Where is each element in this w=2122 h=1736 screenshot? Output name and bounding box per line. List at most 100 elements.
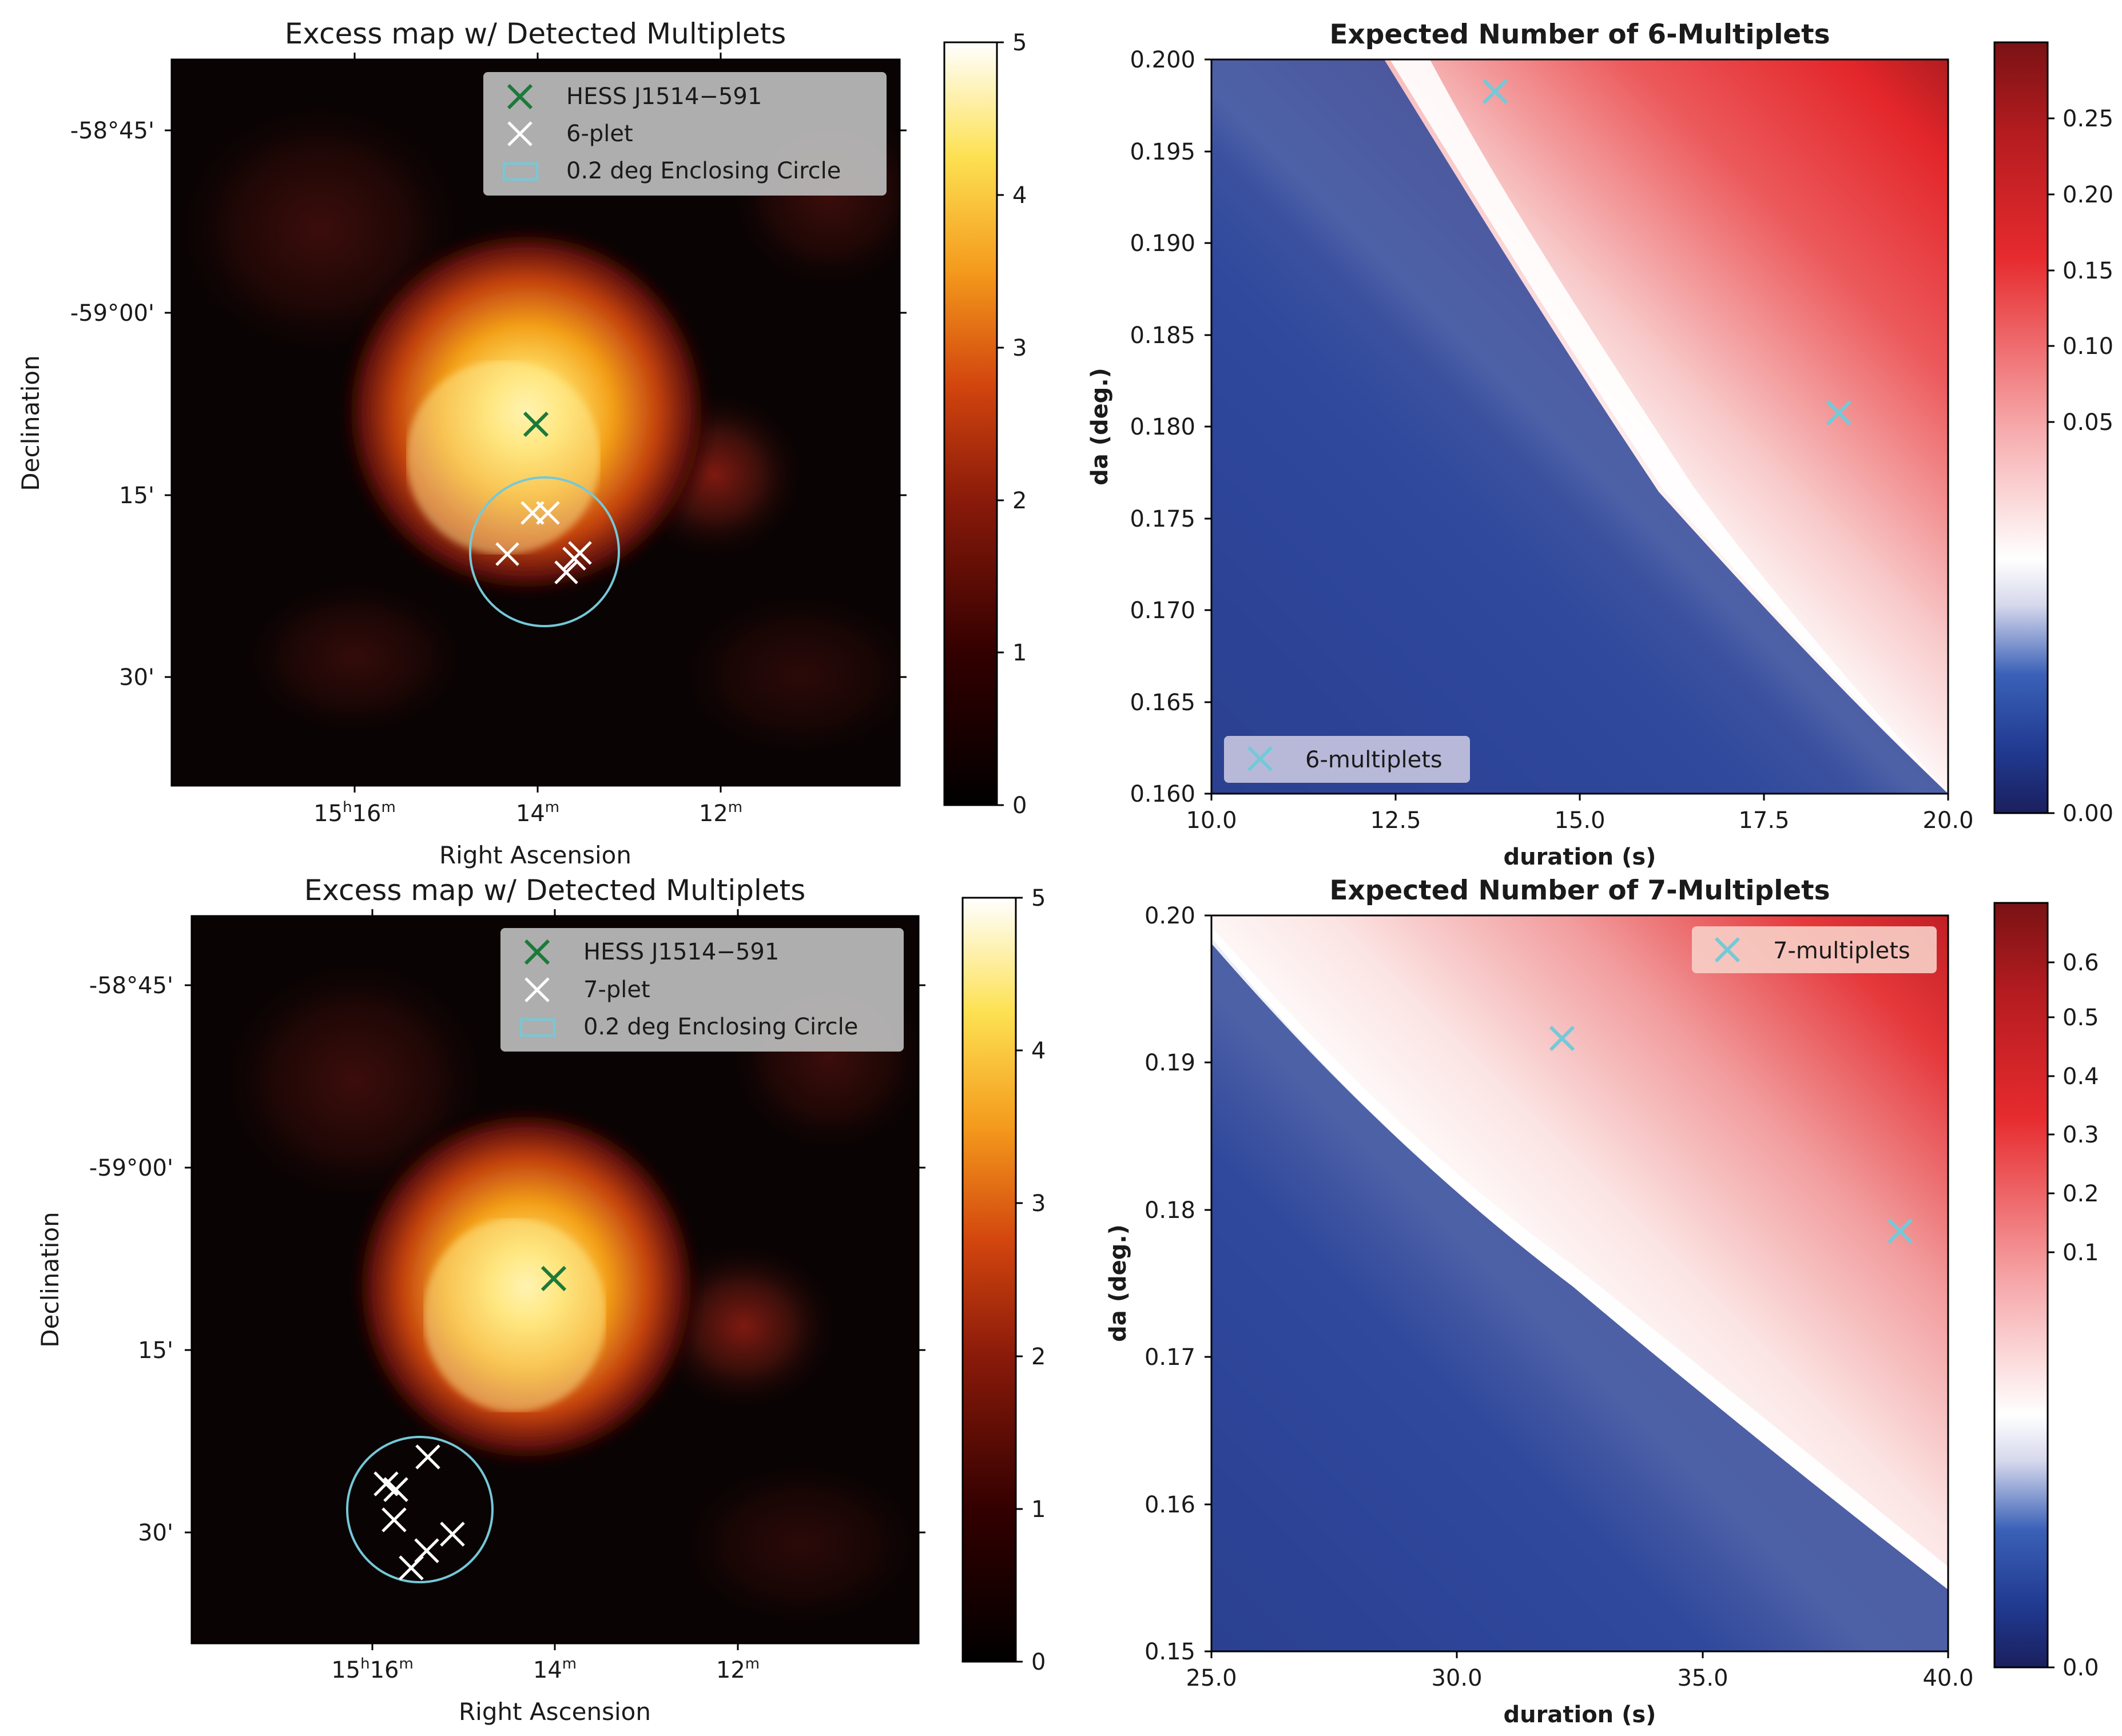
d-ytick-5: 0.20 [1145,903,1195,929]
c-ytick-3: 30' [138,1520,173,1546]
panel-c-colorbar: 0 1 2 3 4 5 [961,885,1046,1675]
a-cbtick-5: 5 [1012,30,1027,56]
c-xtick-0: 15h16m [331,1655,414,1683]
panel-c-legend: HESS J1514−591 7-plet 0.2 deg Enclosing … [500,928,904,1052]
c-cbtick-4: 4 [1031,1038,1046,1064]
b-ytick-0: 0.160 [1130,781,1195,807]
legend-source-7: HESS J1514−591 [583,939,779,965]
b-cbtick-4: 0.20 [2063,182,2113,208]
a-xtick-0: 15h16m [313,799,396,827]
b-xtick-3: 17.5 [1738,807,1789,834]
multiplet-events [495,501,592,584]
b-ytick-3: 0.175 [1130,506,1195,532]
d-ytick-2: 0.17 [1145,1344,1195,1371]
legend-circle: 0.2 deg Enclosing Circle [566,158,841,184]
c-ytick-2: 15' [138,1337,173,1364]
panel-b-ticks [1205,58,1949,801]
d-cbtick-6: 0.6 [2063,950,2099,976]
a-xtick-2: 12m [699,799,742,827]
a-cbtick-3: 3 [1012,335,1027,361]
panel-b-legend: 6-multiplets [1224,736,1470,783]
c-cbtick-3: 3 [1031,1190,1046,1217]
c-cbtick-0: 0 [1031,1649,1046,1675]
b-xtick-4: 20.0 [1922,807,1973,834]
b-cbtick-2: 0.10 [2063,333,2113,360]
d-cbtick-4: 0.4 [2063,1064,2099,1090]
b-ytick-4: 0.180 [1130,414,1195,440]
b-ylabel: da (deg.) [1087,368,1113,485]
panel-d-title: Expected Number of 7-Multiplets [1329,875,1830,906]
panel-d-legend: 7-multiplets [1692,926,1937,973]
d-ylabel: da (deg.) [1105,1224,1131,1342]
d-xlabel: duration (s) [1504,1702,1656,1728]
a-cbtick-2: 2 [1012,488,1027,514]
legend-circle-7: 0.2 deg Enclosing Circle [583,1014,858,1040]
panel-expected-7-multiplets: Expected Number of 7-Multiplets 7-multip… [1105,875,2099,1728]
b-points [1482,78,1852,426]
d-ytick-1: 0.16 [1145,1492,1195,1518]
panel-a-ticks [165,53,907,793]
a-cbtick-1: 1 [1012,640,1027,666]
a-ytick-1: -59°00' [70,300,154,327]
d-ytick-0: 0.15 [1145,1639,1195,1665]
multiplet-events-7 [373,1444,465,1580]
b-cbtick-5: 0.25 [2063,106,2113,132]
panel-d-ticks [1205,914,1949,1658]
c-xtick-1: 14m [533,1655,577,1683]
panel-a-title: Excess map w/ Detected Multiplets [285,17,786,50]
d-cbtick-1: 0.1 [2063,1240,2099,1266]
panel-c-title: Excess map w/ Detected Multiplets [304,874,806,907]
b-point-0 [1482,78,1508,105]
d-xtick-2: 35.0 [1677,1665,1728,1691]
legend-source: HESS J1514−591 [566,83,762,110]
b-ytick-2: 0.170 [1130,598,1195,624]
c-xlabel: Right Ascension [459,1698,651,1726]
b-ytick-1: 0.165 [1130,690,1195,716]
panel-b-colorbar: 0.00 0.05 0.10 0.15 0.20 0.25 [1993,41,2113,827]
legend-multiplet: 6-plet [566,121,633,147]
d-cbtick-3: 0.3 [2063,1122,2099,1148]
c-cbtick-5: 5 [1031,885,1046,911]
panel-expected-6-multiplets: Expected Number of 6-Multiplets 6-multip… [1087,19,2113,870]
b-xtick-2: 15.0 [1554,807,1605,834]
d-xtick-1: 30.0 [1431,1665,1482,1691]
b-point-1 [1826,400,1852,426]
d-cbtick-0: 0.0 [2063,1655,2099,1681]
a-cbtick-4: 4 [1012,182,1027,209]
d-ytick-4: 0.19 [1145,1050,1195,1076]
b-cbtick-1: 0.05 [2063,409,2113,436]
legend-multiplet-7: 7-plet [583,977,650,1003]
c-ylabel: Declination [36,1212,64,1347]
b-ytick-8: 0.200 [1130,47,1195,73]
b-xtick-1: 12.5 [1370,807,1421,834]
b-cbtick-0: 0.00 [2063,801,2113,827]
b-legend-label: 6-multiplets [1305,747,1443,773]
a-xlabel: Right Ascension [439,841,631,869]
b-cbtick-3: 0.15 [2063,258,2113,284]
source-marker [523,411,549,437]
enclosing-circle [469,476,620,627]
a-ytick-3: 30' [119,664,154,691]
a-xtick-1: 14m [516,799,559,827]
d-points [1549,1025,1913,1244]
source-marker-7 [541,1265,567,1292]
b-ytick-6: 0.190 [1130,230,1195,257]
d-legend-label: 7-multiplets [1773,938,1910,964]
d-point-1 [1887,1218,1913,1244]
b-ytick-5: 0.185 [1130,322,1195,349]
a-ytick-2: 15' [119,483,154,509]
d-cbtick-2: 0.2 [2063,1181,2099,1207]
c-ytick-1: -59°00' [89,1155,173,1181]
d-xtick-3: 40.0 [1922,1665,1973,1691]
b-xtick-0: 10.0 [1186,807,1237,834]
panel-excess-map-7plet: Excess map w/ Detected Multiplets [36,874,1046,1726]
c-xtick-2: 12m [716,1655,760,1683]
b-xlabel: duration (s) [1504,844,1656,870]
enclosing-circle-7 [346,1436,494,1583]
c-cbtick-1: 1 [1031,1496,1046,1523]
d-cbtick-5: 0.5 [2063,1005,2099,1031]
c-cbtick-2: 2 [1031,1344,1046,1370]
panel-c-ticks [185,909,925,1650]
d-ytick-3: 0.18 [1145,1197,1195,1224]
